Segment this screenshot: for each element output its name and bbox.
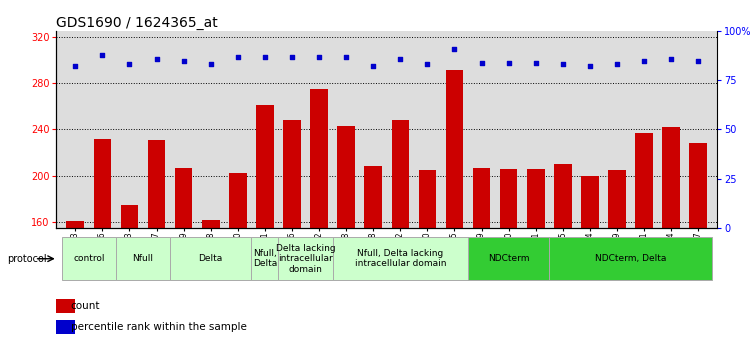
Bar [202,220,219,345]
Bar [468,237,549,280]
Bar [148,140,165,345]
Bar [549,237,712,280]
Text: control: control [73,254,104,263]
Point [313,54,325,59]
Bar [337,126,355,345]
Point [611,62,623,67]
Bar [391,120,409,345]
Text: Nfull, Delta lacking
intracellular domain: Nfull, Delta lacking intracellular domai… [354,249,446,268]
Point [665,56,677,61]
Bar [364,166,382,345]
Bar [283,120,300,345]
Bar [116,237,170,280]
Text: percentile rank within the sample: percentile rank within the sample [71,322,247,332]
Point [692,58,704,63]
Point [556,62,569,67]
Bar [229,173,246,345]
Bar [608,170,626,345]
Point [367,64,379,69]
Bar [62,237,116,280]
Text: Delta: Delta [198,254,223,263]
Point [529,60,541,65]
Point [421,62,433,67]
Point [638,58,650,63]
Point [448,46,460,51]
Point [178,58,190,63]
Point [123,62,135,67]
Text: NDCterm, Delta: NDCterm, Delta [595,254,666,263]
Point [584,64,596,69]
Text: count: count [71,300,101,310]
Text: GDS1690 / 1624365_at: GDS1690 / 1624365_at [56,16,218,30]
Point [232,54,244,59]
Bar [67,221,84,345]
Point [69,64,81,69]
Bar [121,205,138,345]
Text: protocol: protocol [8,254,47,264]
Bar [527,169,544,345]
Bar [689,143,707,345]
Bar [279,237,333,280]
Bar [418,170,436,345]
Bar [56,320,74,334]
Bar [581,176,599,345]
Bar [170,237,252,280]
Point [394,56,406,61]
Text: Nfull: Nfull [132,254,153,263]
Point [259,54,271,59]
Point [150,56,162,61]
Point [286,54,298,59]
Point [96,52,108,57]
Bar [662,127,680,345]
Bar [333,237,468,280]
Bar [56,298,74,313]
Bar [445,70,463,345]
Bar [310,89,328,345]
Text: NDCterm: NDCterm [488,254,529,263]
Bar [94,139,111,345]
Bar [554,164,572,345]
Bar [500,169,517,345]
Text: Nfull,
Delta: Nfull, Delta [253,249,277,268]
Bar [635,133,653,345]
Point [340,54,352,59]
Point [205,62,217,67]
Bar [252,237,279,280]
Bar [473,168,490,345]
Bar [256,105,273,345]
Point [475,60,487,65]
Text: Delta lacking
intracellular
domain: Delta lacking intracellular domain [276,244,336,274]
Point [502,60,514,65]
Bar [175,168,192,345]
